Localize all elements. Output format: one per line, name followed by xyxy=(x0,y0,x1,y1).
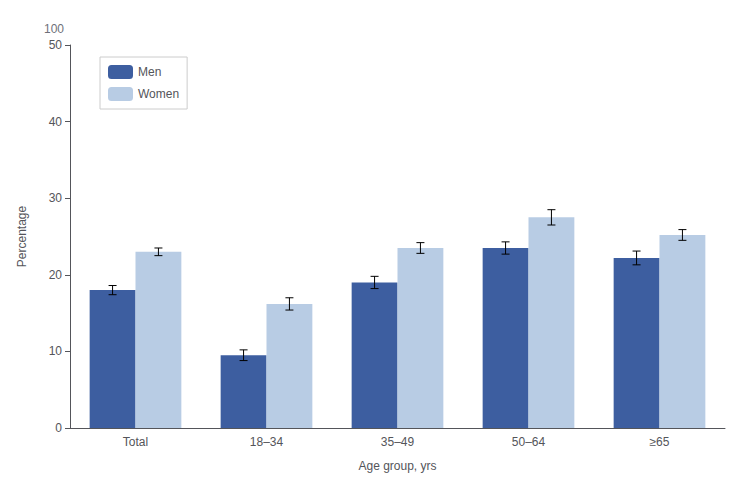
svg-text:10: 10 xyxy=(49,344,63,358)
svg-text:Women: Women xyxy=(138,87,179,101)
svg-text:Age group, yrs: Age group, yrs xyxy=(358,459,436,473)
svg-text:100: 100 xyxy=(44,22,64,36)
svg-text:20: 20 xyxy=(49,268,63,282)
svg-text:Percentage: Percentage xyxy=(15,205,29,267)
svg-text:40: 40 xyxy=(49,115,63,129)
svg-text:35–49: 35–49 xyxy=(381,435,415,449)
svg-text:30: 30 xyxy=(49,191,63,205)
svg-text:18–34: 18–34 xyxy=(250,435,284,449)
svg-text:Total: Total xyxy=(123,435,148,449)
svg-text:50: 50 xyxy=(49,38,63,52)
svg-text:50–64: 50–64 xyxy=(512,435,546,449)
svg-text:Men: Men xyxy=(138,65,161,79)
svg-text:0: 0 xyxy=(55,421,62,435)
svg-text:≥65: ≥65 xyxy=(650,435,670,449)
